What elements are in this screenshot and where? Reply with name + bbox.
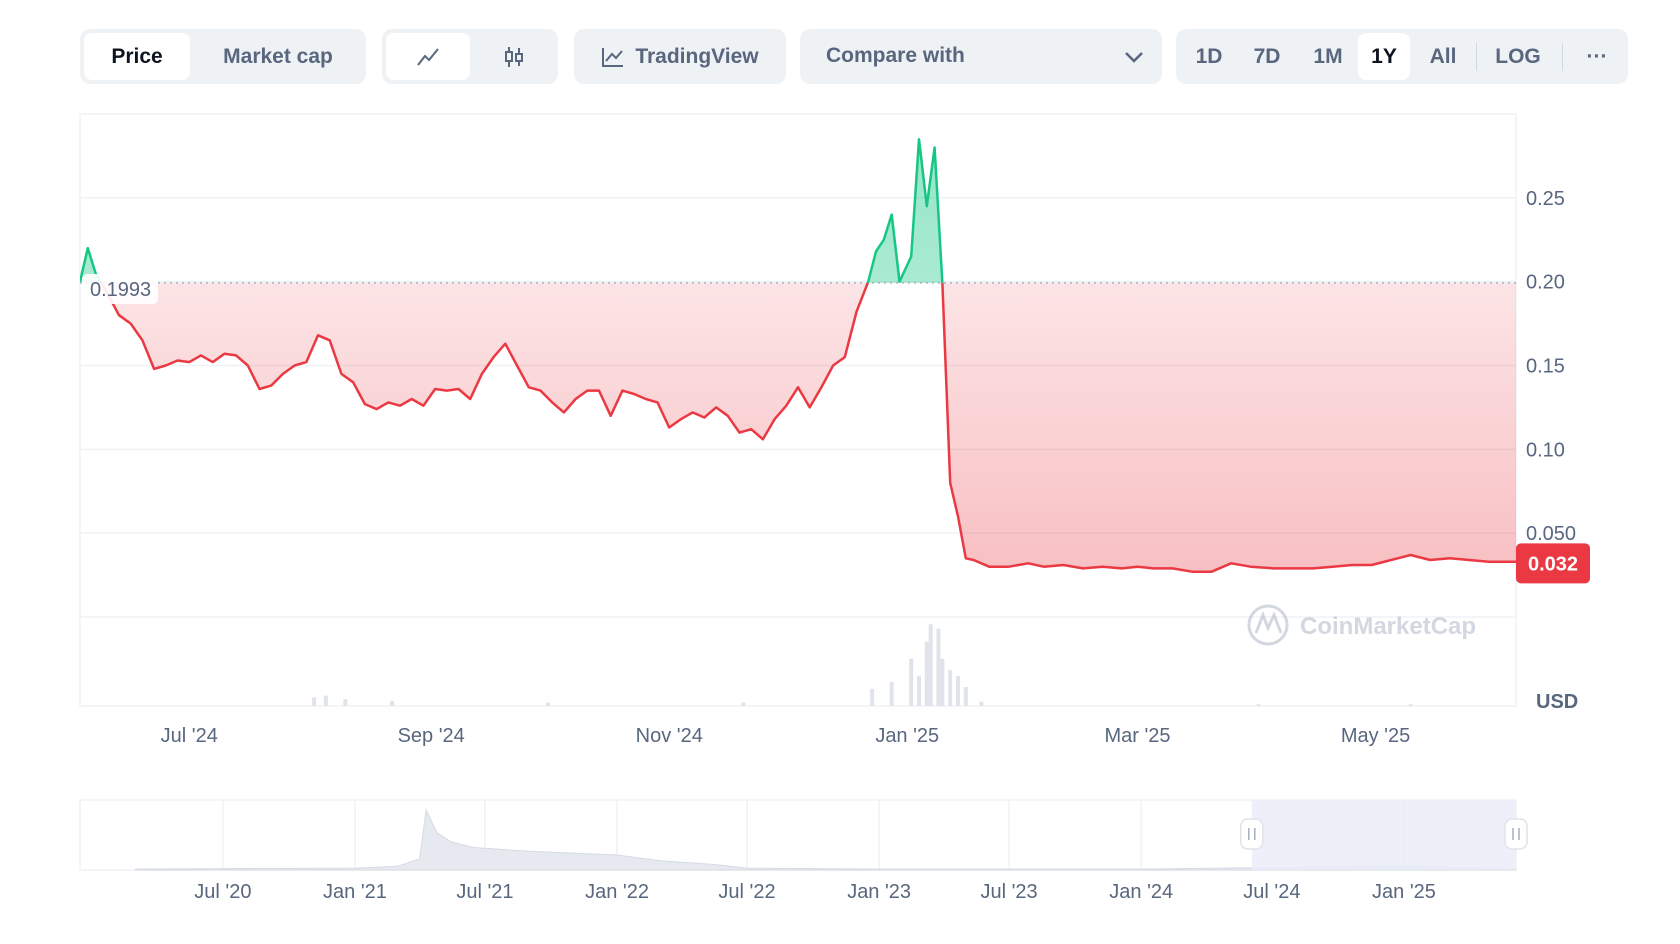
volume-bar (312, 697, 317, 706)
range-all[interactable]: All (1429, 44, 1457, 68)
baseline-value: 0.1993 (90, 279, 151, 301)
time-navigator[interactable]: Jul '20 Jan '21 Jul '21 Jan '22 Jul '22 Jan '… (79, 799, 1528, 903)
navigator-tick-label: Jan '24 (1109, 881, 1173, 903)
price-lines (80, 137, 1516, 573)
toolbar-divider (1476, 43, 1477, 71)
navigator-tick-label: Jul '20 (194, 881, 251, 903)
tradingview-label: TradingView (635, 44, 759, 68)
volume-bar (870, 688, 875, 706)
navigator-tick-label: Jul '23 (980, 881, 1037, 903)
price-line-down (99, 282, 1516, 573)
x-tick-label: Nov '24 (636, 725, 703, 747)
baseline-tag: 0.1993 (82, 274, 158, 304)
handle-grip[interactable] (1504, 818, 1528, 850)
candlestick-icon (505, 46, 523, 67)
current-price-tag: 0.032 (1516, 543, 1590, 584)
volume-bar (924, 641, 929, 706)
navigator-tick-label: Jul '24 (1243, 881, 1300, 903)
chevron-down-icon (1125, 52, 1143, 63)
navigator-tick-label: Jan '22 (585, 881, 649, 903)
volume-bar (979, 701, 984, 706)
candlestick-button[interactable] (474, 33, 554, 80)
coinmarketcap-logo-icon (1247, 604, 1289, 646)
y-axis: 0.25 0.20 0.15 0.10 0.050 (1526, 188, 1576, 545)
x-tick-label: May '25 (1341, 725, 1410, 747)
volume-bar (940, 658, 945, 706)
volume-bar (390, 700, 395, 706)
x-tick-label: Sep '24 (398, 725, 465, 747)
range-1d[interactable]: 1D (1195, 44, 1223, 68)
volume-bars (312, 624, 1413, 706)
volume-bar (1408, 704, 1413, 706)
navigator-tick-label: Jan '23 (847, 881, 911, 903)
line-chart-button[interactable] (386, 33, 470, 80)
compare-with-dropdown[interactable]: Compare with (800, 29, 1162, 84)
coinmarketcap-logo-icon (1254, 610, 1283, 634)
tab-price[interactable]: Price (84, 33, 190, 80)
x-tick-label: Mar '25 (1104, 725, 1170, 747)
volume-bar (323, 695, 328, 706)
volume-bar (741, 702, 746, 706)
compare-label: Compare with (826, 44, 965, 67)
range-selector: 1D 7D 1M 1Y All LOG ··· (1176, 29, 1628, 84)
navigator-tick-label: Jan '21 (323, 881, 387, 903)
x-axis: Jul '24 Sep '24 Nov '24 Jan '25 Mar '25 May '… (161, 725, 1411, 747)
navigator-handle[interactable] (1504, 818, 1528, 850)
volume-bar (889, 681, 894, 706)
volume-bar (909, 658, 914, 706)
tradingview-button[interactable]: TradingView (574, 29, 786, 84)
volume-bar (343, 699, 348, 706)
y-tick-label: 0.050 (1526, 523, 1576, 545)
x-tick-label: Jan '25 (875, 725, 939, 747)
volume-bar (546, 702, 551, 706)
navigator-tick-label: Jul '21 (456, 881, 513, 903)
volume-bar (955, 675, 960, 706)
navigator-tick-label: Jan '25 (1372, 881, 1436, 903)
area-below-baseline (101, 282, 1516, 572)
currency-label: USD (1536, 691, 1578, 713)
y-tick-label: 0.15 (1526, 356, 1565, 378)
volume-bar (963, 687, 968, 706)
volume-bar (1256, 704, 1261, 706)
chart-type-toggle (382, 29, 558, 84)
y-tick-label: 0.10 (1526, 439, 1565, 461)
volume-bar (936, 628, 941, 706)
volume-bar (928, 624, 933, 706)
watermark-text: CoinMarketCap (1300, 613, 1476, 640)
x-tick-label: Jul '24 (161, 725, 218, 747)
volume-bar (916, 675, 921, 706)
more-options-icon[interactable]: ··· (1586, 44, 1608, 68)
navigator-handle[interactable] (1240, 818, 1264, 850)
chart-trend-icon (602, 47, 624, 67)
coinmarketcap-watermark: CoinMarketCap (1247, 604, 1476, 646)
tab-market-cap[interactable]: Market cap (223, 44, 333, 68)
navigator-selection[interactable] (1251, 800, 1516, 870)
y-tick-label: 0.20 (1526, 272, 1565, 294)
toolbar-divider (1562, 43, 1563, 71)
area-fills (80, 139, 1516, 572)
range-7d[interactable]: 7D (1253, 44, 1281, 68)
price-marketcap-toggle: Price Market cap (80, 29, 366, 84)
range-1m[interactable]: 1M (1313, 44, 1343, 68)
y-tick-label: 0.25 (1526, 188, 1565, 210)
range-1y[interactable]: 1Y (1358, 33, 1410, 80)
handle-grip[interactable] (1240, 818, 1264, 850)
navigator-tick-label: Jul '22 (718, 881, 775, 903)
log-scale-toggle[interactable]: LOG (1495, 44, 1541, 68)
line-chart-icon (417, 47, 439, 66)
current-price: 0.032 (1528, 553, 1578, 575)
volume-bar (948, 669, 953, 706)
